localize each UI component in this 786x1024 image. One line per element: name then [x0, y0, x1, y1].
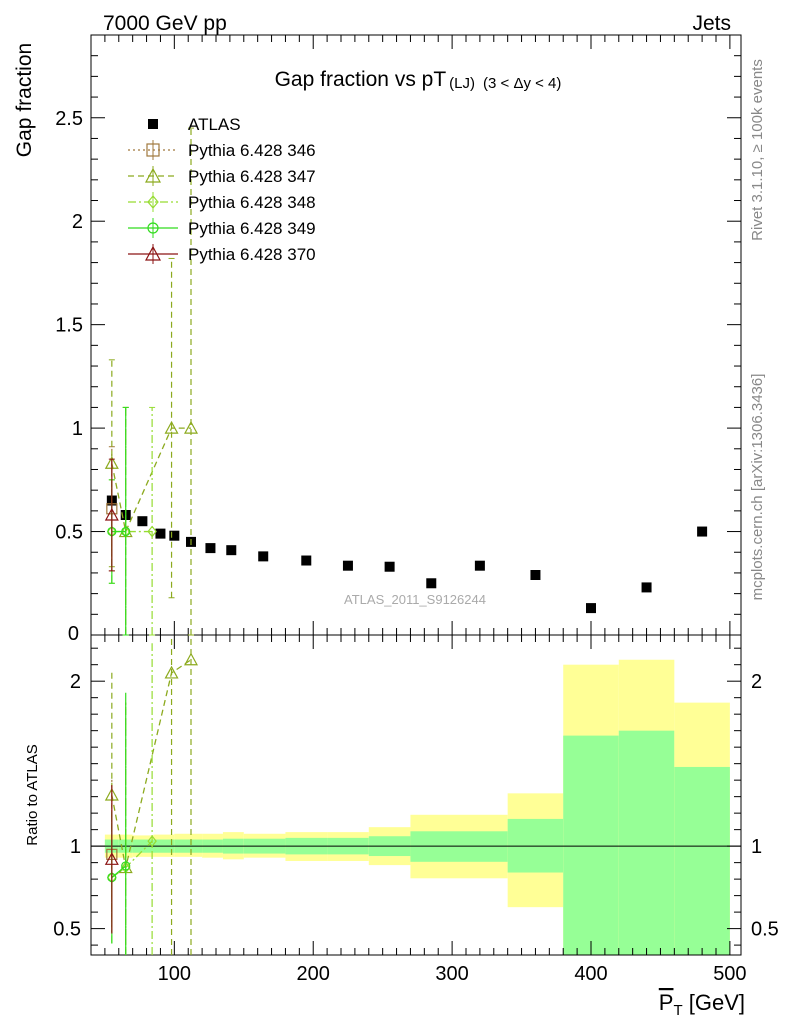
legend-entry-1: Pythia 6.428 346	[128, 140, 316, 160]
legend-label: ATLAS	[188, 115, 241, 134]
ratio-plot-marks	[104, 635, 199, 955]
ratio-point	[147, 835, 157, 848]
main-ylabel: Gap fraction	[13, 43, 36, 157]
legend-marker	[144, 245, 162, 261]
legend-label: Pythia 6.428 346	[188, 141, 316, 160]
axes-text: 0.5 1 1.5 2 2.5 0 0.5 0.5 1 1 2 2 100 200 300 400 500	[53, 108, 779, 985]
ratio-point	[104, 852, 119, 865]
ratio-ytick-label: 2	[70, 671, 81, 693]
legend-entry-2: Pythia 6.428 347	[128, 166, 316, 186]
ratio-uncertainty-bands	[104, 659, 730, 955]
ratio-series-2	[107, 643, 157, 955]
rivet-version-label: Rivet 3.1.10, ≥ 100k events	[749, 59, 766, 241]
main-point	[147, 525, 157, 538]
header-process-label: Jets	[692, 12, 731, 35]
ratio-ytick-label: 1	[70, 836, 81, 858]
main-plot-marks	[104, 127, 708, 636]
plot-frames	[90, 34, 742, 956]
main-series-5	[104, 458, 119, 572]
ratio-ylabel: Ratio to ATLAS	[24, 744, 41, 845]
main-series-2	[104, 127, 199, 636]
ratio-point	[164, 665, 179, 679]
main-ytick-label: 1.5	[55, 315, 83, 337]
legend-marker	[148, 119, 158, 129]
main-point	[384, 561, 395, 572]
legend-marker	[147, 195, 159, 209]
main-point	[169, 530, 180, 541]
legend: ATLAS Pythia 6.428 346 Pythia 6.428 347 Pyt…	[128, 115, 316, 264]
x-tick-label: 500	[713, 963, 746, 985]
ratio-ytick-label: 0.5	[53, 919, 81, 941]
legend-entry-3: Pythia 6.428 348	[128, 192, 316, 212]
legend-label: Pythia 6.428 370	[188, 245, 316, 264]
ratio-series-line	[111, 865, 127, 878]
ratio-point	[183, 652, 199, 666]
main-point	[474, 560, 485, 571]
legend-entry-4: Pythia 6.428 349	[128, 218, 316, 238]
ratio-point	[121, 861, 131, 871]
main-point	[183, 420, 199, 434]
main-point	[586, 603, 596, 614]
x-tick-label: 300	[435, 963, 468, 985]
ratio-frame	[90, 634, 742, 956]
legend-entry-0: ATLAS	[148, 115, 241, 134]
legend-marker	[146, 143, 160, 157]
main-ytick-label: 2	[72, 211, 83, 233]
main-point	[426, 578, 437, 589]
legend-label: Pythia 6.428 349	[188, 219, 316, 238]
x-tick-label: 400	[574, 963, 607, 985]
legend-label: Pythia 6.428 347	[188, 167, 316, 186]
x-axis-label: PT [GeV]	[659, 990, 745, 1019]
x-tick-label: 200	[297, 963, 330, 985]
plot-title-sub2: (3 < Δy < 4)	[483, 75, 561, 92]
main-point	[226, 545, 237, 556]
main-point	[164, 420, 179, 434]
main-point	[530, 570, 541, 580]
main-series-4	[107, 406, 131, 636]
header-energy-label: 7000 GeV pp	[103, 12, 227, 35]
ratio-stat-band-14	[618, 730, 675, 955]
main-point	[258, 551, 269, 562]
main-point	[121, 526, 131, 537]
main-point	[301, 555, 312, 566]
main-point	[137, 516, 148, 527]
main-series-3	[107, 406, 157, 636]
main-ytick-label-zero: 0	[68, 623, 79, 645]
main-point	[641, 582, 652, 593]
ratio-series-4	[104, 785, 119, 934]
mcplots-label: mcplots.cern.ch [arXiv:1306.3436]	[749, 374, 766, 601]
ratio-series-3	[107, 692, 131, 955]
main-point	[205, 543, 216, 554]
legend-marker	[147, 222, 159, 234]
main-ytick-label: 1	[72, 418, 83, 440]
legend-label: Pythia 6.428 348	[188, 193, 316, 212]
main-series-line	[111, 427, 191, 534]
ratio-stat-band-15	[674, 766, 730, 955]
main-ytick-label: 2.5	[55, 108, 83, 130]
plot-title: Gap fraction vs pT (LJ) (3 < Δy < 4)	[275, 68, 562, 92]
main-point	[155, 528, 166, 539]
main-point	[697, 526, 708, 537]
ratio-series-line	[111, 659, 192, 868]
main-ytick-label: 0.5	[55, 522, 83, 544]
main-point	[342, 560, 353, 571]
ratio-ytick-label-right: 0.5	[751, 919, 779, 941]
main-point	[104, 507, 119, 521]
ratio-ytick-label-right: 1	[751, 836, 762, 858]
legend-marker	[144, 167, 162, 183]
x-tick-label: 100	[158, 963, 191, 985]
plot-title-sub1: (LJ)	[449, 75, 475, 92]
ratio-stat-band-13	[563, 735, 619, 955]
legend-entry-5: Pythia 6.428 370	[128, 244, 316, 264]
analysis-watermark: ATLAS_2011_S9126244	[344, 592, 486, 607]
plot-title-main: Gap fraction vs pT	[275, 68, 447, 91]
ratio-series-1	[104, 635, 199, 955]
ratio-ytick-label-right: 2	[751, 671, 762, 693]
